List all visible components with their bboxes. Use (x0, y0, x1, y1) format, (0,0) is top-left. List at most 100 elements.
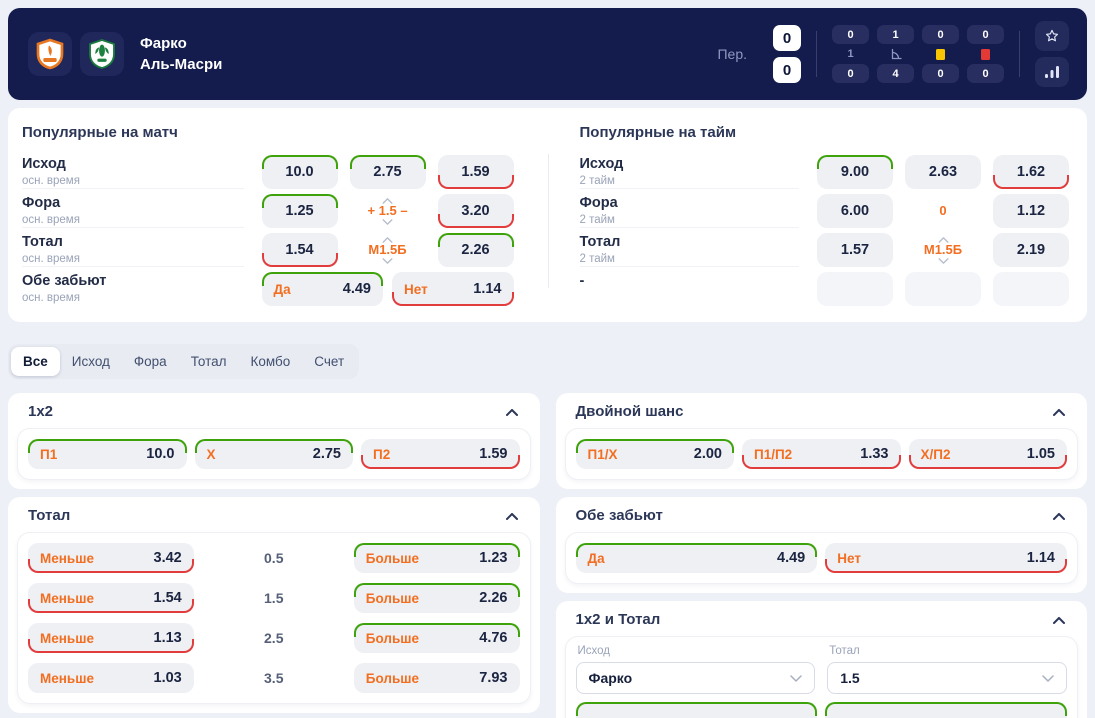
stat-away-value: 0 (832, 64, 869, 83)
chevron-down-icon (790, 674, 802, 682)
chevron-up-icon (505, 512, 518, 520)
tab-комбо[interactable]: Комбо (239, 347, 303, 376)
tab-все[interactable]: Все (11, 347, 60, 376)
odds-button[interactable]: Больше 4.76 (353, 623, 520, 653)
odds-button[interactable]: 2.19 (993, 233, 1069, 267)
stat-home-value: 0 (967, 25, 1004, 44)
odds-button[interactable]: Меньше 1.03 (28, 663, 194, 693)
market-1x2: 1x2 П1 10.0 X 2.75 П2 1.59 (8, 393, 540, 489)
collapse-button[interactable] (1051, 615, 1067, 626)
odds-button-empty (817, 272, 893, 306)
popular-half-section: Популярные на тайм Исход 2 тайм 9.00 2.63 1.… (547, 114, 1088, 306)
market-row: Тотал 2 тайм 1.57 М1.5Б 2.19 (579, 233, 1069, 267)
odds-button[interactable]: Больше 1.23 (353, 543, 520, 573)
odds-button[interactable]: 1.62 (993, 155, 1069, 189)
outcome-select[interactable]: Фарко (575, 662, 816, 694)
odds-button[interactable]: Меньше 3.42 (28, 543, 194, 573)
team-names: Фарко Аль-Масри (140, 33, 222, 75)
stat-home-value: 0 (922, 25, 959, 44)
odds-button[interactable]: Меньше 1.13 (28, 623, 194, 653)
period-1-icon: 1 (847, 48, 854, 60)
odds-button[interactable]: 9.00 (817, 155, 893, 189)
chevron-down-icon[interactable] (382, 218, 393, 225)
stat-away-value: 0 (922, 64, 959, 83)
line-selector[interactable]: М1.5Б (350, 233, 426, 267)
odds-button[interactable]: Х/П2 1.05 (908, 439, 1067, 469)
chevron-up-icon[interactable] (382, 197, 393, 204)
chevron-up-icon[interactable] (382, 236, 393, 243)
market-row: Исход 2 тайм 9.00 2.63 1.62 (579, 155, 1069, 189)
home-team-name: Фарко (140, 35, 187, 52)
almasry-shield-icon (89, 39, 115, 69)
away-team-name: Аль-Масри (140, 56, 223, 73)
total-line-value: 2.5 (264, 630, 284, 646)
market-row: - (580, 272, 1069, 306)
divider (816, 31, 817, 77)
odds-button[interactable]: 2.75 (349, 155, 426, 189)
favorite-button[interactable] (1035, 21, 1069, 51)
odds-button[interactable]: Больше 2.26 (353, 583, 520, 613)
odds-button[interactable]: 1.12 (993, 194, 1069, 228)
line-selector[interactable]: М1.5Б (905, 233, 981, 267)
odds-button[interactable]: 2.26 (437, 233, 514, 267)
away-team-logo (80, 32, 124, 76)
odds-button[interactable]: Нет 1.14 (392, 272, 514, 306)
odds-button[interactable]: Да 4.49 (261, 272, 383, 306)
right-column: Двойной шанс П1/Х 2.00 П1/П2 1.33 Х/П2 1.05 О… (555, 393, 1087, 718)
odds-button[interactable]: Нет 1.14 (825, 543, 1067, 573)
collapse-button[interactable] (504, 407, 520, 418)
tab-фора[interactable]: Фора (122, 347, 179, 376)
chevron-down-icon[interactable] (938, 257, 949, 264)
odds-button[interactable]: 1.54 (261, 233, 338, 267)
total-select[interactable]: 1.5 (827, 662, 1067, 694)
odds-button[interactable]: 10.0 (261, 155, 338, 189)
odds-button[interactable]: 1.59 (437, 155, 514, 189)
tab-исход[interactable]: Исход (60, 347, 122, 376)
odds-button[interactable]: 1.25 (261, 194, 338, 228)
stat-away-value: 4 (877, 64, 914, 83)
odds-button[interactable]: 6.00 (817, 194, 893, 228)
odds-button[interactable]: П2 1.59 (361, 439, 520, 469)
odds-button[interactable]: X 2.75 (194, 439, 353, 469)
stat-away-value: 0 (967, 64, 1004, 83)
header-buttons (1035, 21, 1069, 87)
odds-button[interactable]: Меньше 1.54 (28, 583, 194, 613)
market-total: Тотал Меньше 3.42 0.5 Больше 1.23 Меньше 1.54 1… (8, 497, 540, 713)
market-row: Фора 2 тайм 6.00 0 1.12 (579, 194, 1069, 228)
odds-button[interactable]: 3.20 (437, 194, 514, 228)
yellow-card-icon (922, 47, 959, 61)
line-selector[interactable]: + 1.5 – (350, 194, 426, 228)
odds-button[interactable]: П1/П2 1.33 (742, 439, 901, 469)
market-row-label: Обе забьют осн. время (22, 273, 107, 304)
tab-счет[interactable]: Счет (302, 347, 356, 376)
statistics-button[interactable] (1035, 57, 1069, 87)
odds-button[interactable]: Больше 7.93 (353, 663, 520, 693)
line-selector[interactable]: 0 (939, 203, 947, 218)
odds-button[interactable]: Да 4.49 (575, 543, 818, 573)
odds-button[interactable] (825, 702, 1067, 718)
collapse-button[interactable] (504, 511, 520, 522)
odds-button[interactable]: 1.57 (817, 233, 893, 267)
teams-block: Фарко Аль-Масри (28, 32, 222, 76)
market-row-label: Фора осн. время (22, 194, 244, 228)
score-boxes: 0 0 (773, 25, 801, 83)
odds-button[interactable]: П1 10.0 (28, 439, 187, 469)
stat-home-value: 1 (877, 25, 914, 44)
odds-button[interactable]: 2.63 (905, 155, 981, 189)
tab-тотал[interactable]: Тотал (179, 347, 239, 376)
market-row: Обе забьют осн. время Да 4.49 Нет 1.14 (22, 272, 514, 306)
total-row: Меньше 1.03 3.5 Больше 7.93 (28, 663, 520, 693)
total-line-value: 0.5 (264, 550, 284, 566)
corner-icon (877, 47, 914, 61)
collapse-button[interactable] (1051, 511, 1067, 522)
chevron-up-icon[interactable] (938, 236, 949, 243)
chevron-down-icon[interactable] (382, 257, 393, 264)
stat-home-value: 0 (832, 25, 869, 44)
odds-button[interactable] (575, 702, 818, 718)
chevron-down-icon (1042, 674, 1054, 682)
section-title: Популярные на матч (22, 124, 178, 141)
collapse-button[interactable] (1051, 407, 1067, 418)
chevron-up-icon (505, 408, 518, 416)
odds-button[interactable]: П1/Х 2.00 (575, 439, 734, 469)
chevron-up-icon (1053, 512, 1065, 520)
